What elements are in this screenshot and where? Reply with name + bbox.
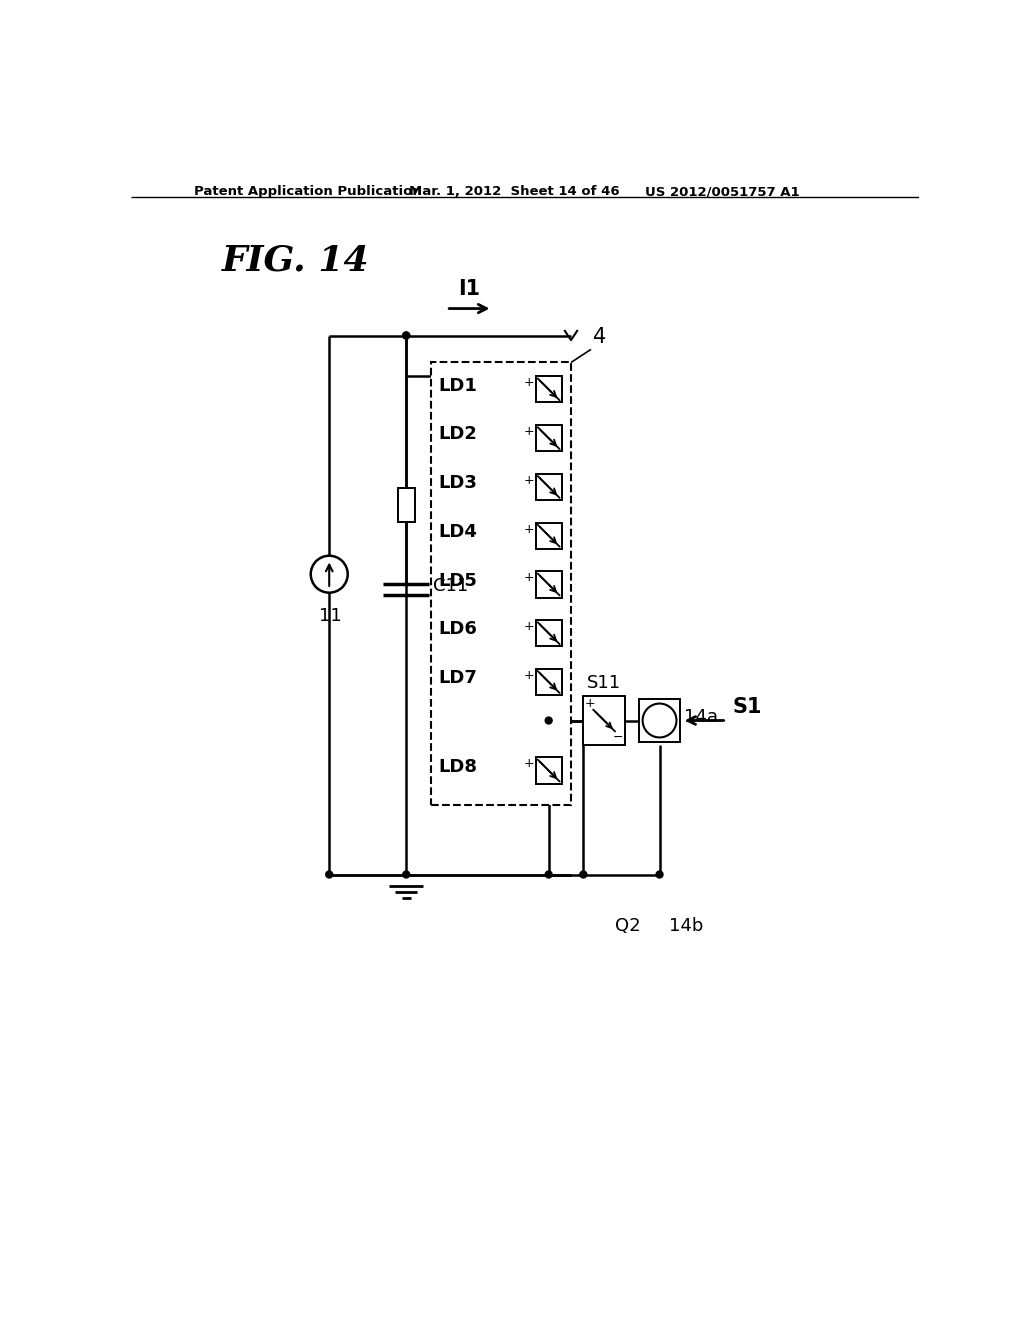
Bar (397, 487, 415, 523)
Text: LD2: LD2 (438, 425, 477, 444)
Text: +: + (653, 710, 666, 725)
Text: LD4: LD4 (438, 523, 477, 541)
Text: I1: I1 (459, 280, 480, 300)
Text: LD3: LD3 (438, 474, 477, 492)
Text: +: + (523, 620, 535, 634)
Text: LD5: LD5 (438, 572, 477, 590)
Text: LD6: LD6 (438, 620, 477, 639)
Circle shape (545, 717, 552, 723)
Text: S11: S11 (587, 675, 622, 692)
Bar (536, 572, 562, 598)
Text: 4: 4 (593, 327, 606, 347)
Bar (536, 620, 562, 647)
Text: LD8: LD8 (438, 758, 477, 776)
Circle shape (580, 871, 587, 878)
Text: −: − (612, 730, 624, 743)
Bar (639, 700, 680, 742)
Bar (536, 376, 562, 403)
Bar (536, 758, 562, 784)
Text: 14b: 14b (669, 917, 703, 935)
Text: +: + (523, 474, 535, 487)
Bar (431, 363, 571, 805)
Text: +: + (523, 425, 535, 438)
Text: 14a: 14a (684, 708, 718, 726)
Circle shape (656, 871, 663, 878)
Circle shape (402, 333, 410, 339)
Circle shape (643, 704, 677, 738)
Text: Mar. 1, 2012  Sheet 14 of 46: Mar. 1, 2012 Sheet 14 of 46 (410, 185, 620, 198)
Text: +: + (523, 376, 535, 389)
Bar (536, 474, 562, 500)
Text: +: + (523, 669, 535, 682)
Text: Patent Application Publication: Patent Application Publication (194, 185, 422, 198)
Text: 11: 11 (319, 607, 342, 624)
Circle shape (545, 871, 552, 878)
Text: S1: S1 (733, 697, 762, 717)
Circle shape (402, 333, 410, 339)
Bar (536, 669, 562, 696)
Bar (536, 523, 562, 549)
Bar (584, 696, 625, 744)
Text: US 2012/0051757 A1: US 2012/0051757 A1 (645, 185, 800, 198)
Bar (536, 425, 562, 451)
Text: FIG. 14: FIG. 14 (221, 243, 369, 277)
Text: +: + (523, 523, 535, 536)
Text: LD1: LD1 (438, 376, 477, 395)
Text: +: + (523, 758, 535, 771)
Circle shape (326, 871, 333, 878)
Circle shape (310, 556, 348, 593)
Text: LD7: LD7 (438, 669, 477, 688)
Text: Q2: Q2 (615, 917, 641, 935)
Circle shape (402, 871, 410, 878)
Text: +: + (585, 697, 596, 710)
Text: C11: C11 (433, 577, 468, 595)
Text: +: + (523, 572, 535, 585)
